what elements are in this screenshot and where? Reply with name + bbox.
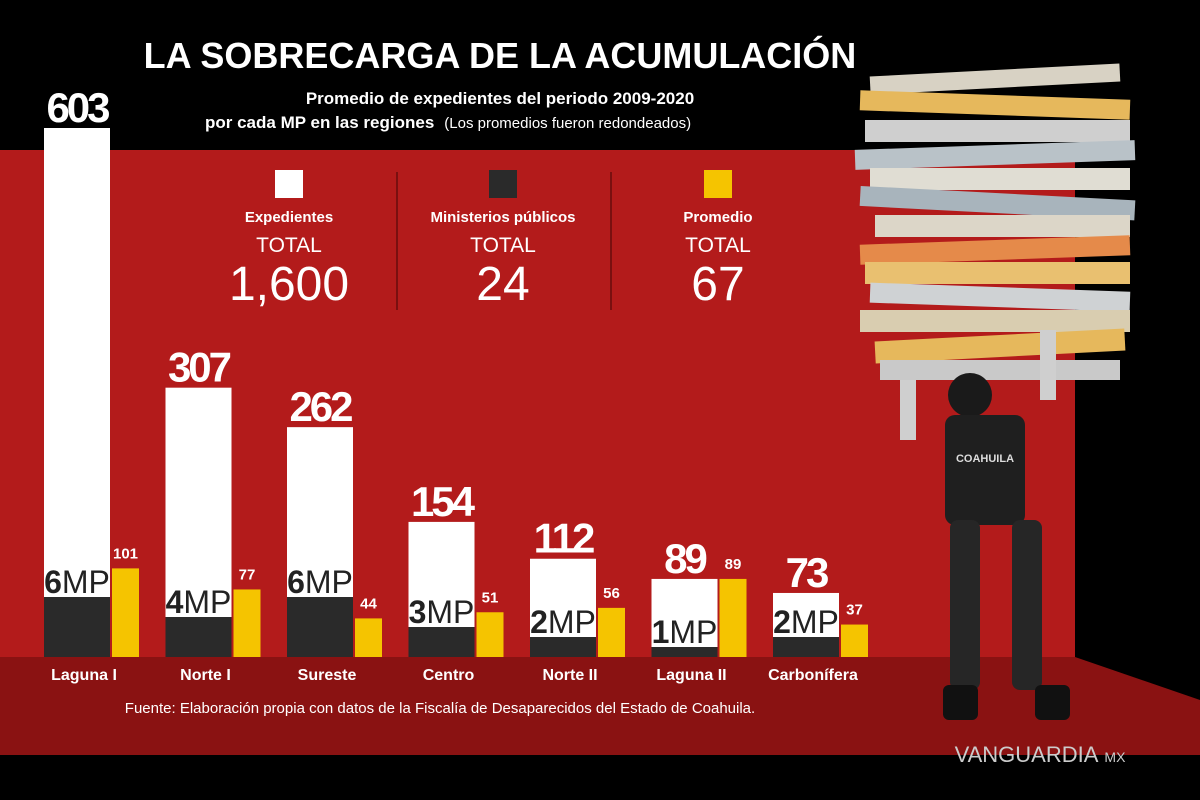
note: (Los promedios fueron redondeados) <box>444 115 691 132</box>
value-label: 51 <box>482 589 499 606</box>
value-label: 37 <box>846 602 863 619</box>
brand-name: VANGUARDIA <box>955 742 1099 767</box>
bar-mp <box>408 627 475 657</box>
total-value: 1,600 <box>229 258 349 311</box>
mp-count: 6 <box>44 564 62 600</box>
subtitle: Promedio de expedientes del periodo 2009… <box>306 89 694 108</box>
category-label: Sureste <box>298 667 357 684</box>
mp-count: 2 <box>530 604 548 640</box>
bar-promedio <box>598 607 625 657</box>
bar-promedio <box>719 578 747 657</box>
illustration: COAHUILA <box>854 63 1136 720</box>
mp-count: 1 <box>652 614 670 650</box>
brand-suffix: MX <box>1104 749 1126 765</box>
bar-mp <box>773 637 839 657</box>
floor <box>0 657 1200 755</box>
mp-label: 2MP <box>773 604 839 640</box>
value-label: 44 <box>360 595 377 612</box>
bar-mp <box>287 597 353 657</box>
subtitle: por cada MP en las regiones <box>205 113 434 132</box>
value-label: 56 <box>603 585 620 602</box>
total-caption: TOTAL <box>256 234 322 257</box>
bar-promedio <box>112 568 139 657</box>
total-value: 24 <box>476 258 529 311</box>
total-caption: TOTAL <box>685 234 751 257</box>
mp-label: 6MP <box>44 564 110 600</box>
value-label: 112 <box>534 515 594 562</box>
mp-label: 2MP <box>530 604 596 640</box>
value-label: 307 <box>168 344 231 391</box>
bar-mp <box>165 617 232 657</box>
mp-count: 4 <box>166 584 184 620</box>
value-label: 77 <box>239 566 256 583</box>
bar-expedientes <box>44 128 110 657</box>
mp-label: 3MP <box>409 594 475 630</box>
legend-swatch <box>704 170 732 198</box>
total-value: 67 <box>691 258 744 311</box>
mp-unit: MP <box>548 604 596 640</box>
mp-unit: MP <box>305 564 353 600</box>
category-label: Carbonífera <box>768 667 858 684</box>
svg-text:COAHUILA: COAHUILA <box>956 453 1014 465</box>
category-label: Norte I <box>180 667 231 684</box>
bar-expedientes <box>651 578 718 657</box>
category-label: Centro <box>423 667 475 684</box>
mp-unit: MP <box>669 614 717 650</box>
mp-count: 6 <box>287 564 305 600</box>
mp-label: 1MP <box>652 614 718 650</box>
legend-label: Expedientes <box>245 209 333 226</box>
mp-unit: MP <box>62 564 110 600</box>
legend-label: Promedio <box>683 209 752 226</box>
legend-label: Ministerios públicos <box>430 209 575 226</box>
bar-promedio <box>841 624 868 657</box>
source: Fuente: Elaboración propia con datos de … <box>125 700 755 717</box>
brand: VANGUARDIA MX <box>955 742 1127 767</box>
mp-count: 3 <box>409 594 427 630</box>
bar-mp <box>44 597 110 657</box>
value-label: 603 <box>46 84 109 131</box>
bar-mp <box>651 647 718 657</box>
title: LA SOBRECARGA DE LA ACUMULACIÓN <box>144 34 857 76</box>
bar-mp <box>530 637 596 657</box>
value-label: 101 <box>113 545 138 562</box>
value-label: 89 <box>664 535 706 582</box>
legend-swatch <box>275 170 303 198</box>
category-label: Laguna I <box>51 667 117 684</box>
category-label: Norte II <box>542 667 597 684</box>
bar-promedio <box>476 612 504 657</box>
value-label: 262 <box>289 383 352 430</box>
category-label: Laguna II <box>656 667 726 684</box>
mp-unit: MP <box>791 604 839 640</box>
subtitle-line2: por cada MP en las regiones (Los promedio… <box>205 113 691 132</box>
value-label: 73 <box>786 549 828 596</box>
bar-promedio <box>233 589 261 657</box>
mp-label: 4MP <box>166 584 232 620</box>
total-caption: TOTAL <box>470 234 536 257</box>
value-label: 154 <box>411 478 476 525</box>
mp-count: 2 <box>773 604 791 640</box>
legend-swatch <box>489 170 517 198</box>
mp-unit: MP <box>183 584 231 620</box>
mp-label: 6MP <box>287 564 353 600</box>
bar-promedio <box>355 618 382 657</box>
value-label: 89 <box>725 556 742 573</box>
bar-expedientes <box>165 387 232 657</box>
mp-unit: MP <box>426 594 474 630</box>
